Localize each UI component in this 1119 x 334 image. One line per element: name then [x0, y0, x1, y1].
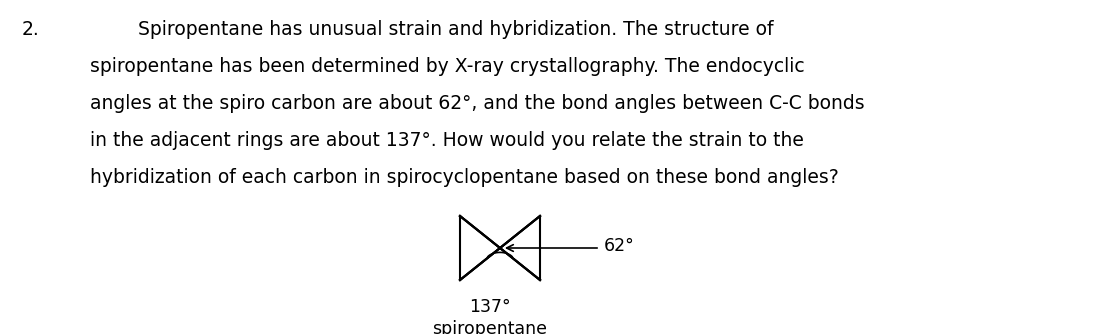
Text: 2.: 2. [22, 20, 40, 39]
Text: in the adjacent rings are about 137°. How would you relate the strain to the: in the adjacent rings are about 137°. Ho… [90, 131, 803, 150]
Text: Spiropentane has unusual strain and hybridization. The structure of: Spiropentane has unusual strain and hybr… [90, 20, 773, 39]
Text: 62°: 62° [604, 237, 634, 255]
Text: spiropentane has been determined by X-ray crystallography. The endocyclic: spiropentane has been determined by X-ra… [90, 57, 805, 76]
Text: angles at the spiro carbon are about 62°, and the bond angles between C-C bonds: angles at the spiro carbon are about 62°… [90, 94, 865, 113]
Text: 137°: 137° [469, 298, 510, 316]
Text: spiropentane: spiropentane [433, 320, 547, 334]
Text: hybridization of each carbon in spirocyclopentane based on these bond angles?: hybridization of each carbon in spirocyc… [90, 168, 839, 187]
